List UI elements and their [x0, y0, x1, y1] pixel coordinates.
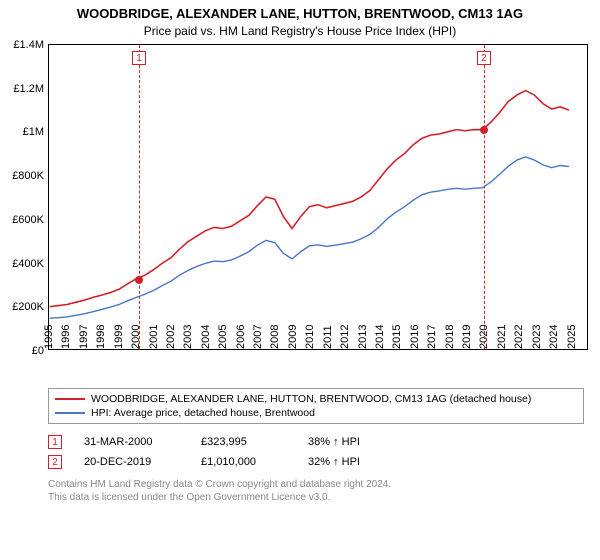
x-axis-tick-label: 2015 [391, 321, 403, 349]
y-axis-tick-label: £1M [23, 126, 49, 138]
footnote-price-2: £1,010,000 [201, 456, 286, 468]
x-axis-tick-label: 2005 [217, 321, 229, 349]
x-axis-tick-label: 2017 [426, 321, 438, 349]
series-paid [50, 91, 569, 307]
x-axis-tick-label: 2024 [548, 321, 560, 349]
marker-line-2 [484, 45, 485, 349]
x-axis-tick-label: 2023 [531, 321, 543, 349]
x-axis-tick-label: 2010 [304, 321, 316, 349]
y-axis-tick-label: £200K [12, 301, 49, 313]
y-axis-tick-label: £600K [12, 214, 49, 226]
footnote-delta-1: 38% ↑ HPI [308, 436, 360, 448]
footnote-2: 2 20-DEC-2019 £1,010,000 32% ↑ HPI [48, 452, 584, 472]
marker-badge-2: 2 [477, 51, 491, 65]
x-axis-tick-label: 2000 [130, 321, 142, 349]
y-axis-tick-label: £800K [12, 170, 49, 182]
legend-item-paid: WOODBRIDGE, ALEXANDER LANE, HUTTON, BREN… [55, 392, 577, 406]
x-axis-tick-label: 2007 [252, 321, 264, 349]
x-axis-tick-label: 2018 [444, 321, 456, 349]
x-axis-tick-label: 2001 [148, 321, 160, 349]
x-axis-tick-label: 1997 [78, 321, 90, 349]
marker-dot-2 [480, 126, 488, 134]
x-axis-tick-label: 2021 [496, 321, 508, 349]
chart-title: WOODBRIDGE, ALEXANDER LANE, HUTTON, BREN… [0, 0, 600, 21]
license-line-1: Contains HM Land Registry data © Crown c… [48, 478, 584, 491]
chart-svg [49, 45, 587, 349]
x-axis-tick-label: 1996 [60, 321, 72, 349]
footnote-date-2: 20-DEC-2019 [84, 456, 179, 468]
x-axis-tick-label: 1998 [95, 321, 107, 349]
x-axis-tick-label: 2013 [357, 321, 369, 349]
footnote-badge-2: 2 [48, 455, 62, 469]
license-text: Contains HM Land Registry data © Crown c… [48, 478, 584, 504]
marker-line-1 [139, 45, 140, 349]
footnote-1: 1 31-MAR-2000 £323,995 38% ↑ HPI [48, 432, 584, 452]
x-axis-tick-label: 2003 [182, 321, 194, 349]
y-axis-tick-label: £1.4M [13, 39, 49, 51]
footnote-delta-2: 32% ↑ HPI [308, 456, 360, 468]
footnote-badge-1: 1 [48, 435, 62, 449]
x-axis-tick-label: 2002 [165, 321, 177, 349]
x-axis-tick-label: 2022 [513, 321, 525, 349]
x-axis-tick-label: 2011 [322, 321, 334, 349]
x-axis-tick-label: 2006 [235, 321, 247, 349]
chart-subtitle: Price paid vs. HM Land Registry's House … [0, 21, 600, 44]
footnote-date-1: 31-MAR-2000 [84, 436, 179, 448]
x-axis-tick-label: 1999 [113, 321, 125, 349]
marker-badge-1: 1 [132, 51, 146, 65]
marker-dot-1 [135, 276, 143, 284]
legend-swatch-hpi [55, 412, 85, 414]
legend-label-paid: WOODBRIDGE, ALEXANDER LANE, HUTTON, BREN… [91, 393, 531, 405]
legend-item-hpi: HPI: Average price, detached house, Bren… [55, 406, 577, 420]
x-axis-tick-label: 2009 [287, 321, 299, 349]
x-axis-tick-label: 2016 [409, 321, 421, 349]
line-chart: £0£200K£400K£600K£800K£1M£1.2M£1.4M19951… [48, 44, 588, 350]
x-axis-tick-label: 2008 [269, 321, 281, 349]
x-axis-tick-label: 2012 [339, 321, 351, 349]
footnote-price-1: £323,995 [201, 436, 286, 448]
license-line-2: This data is licensed under the Open Gov… [48, 491, 584, 504]
x-axis-tick-label: 2025 [566, 321, 578, 349]
x-axis-tick-label: 2004 [200, 321, 212, 349]
x-axis-tick-label: 1995 [43, 321, 55, 349]
y-axis-tick-label: £1.2M [13, 83, 49, 95]
legend-label-hpi: HPI: Average price, detached house, Bren… [91, 407, 315, 419]
series-hpi [50, 157, 569, 318]
legend: WOODBRIDGE, ALEXANDER LANE, HUTTON, BREN… [48, 388, 584, 424]
x-axis-tick-label: 2014 [374, 321, 386, 349]
y-axis-tick-label: £400K [12, 258, 49, 270]
legend-swatch-paid [55, 398, 85, 400]
x-axis-tick-label: 2019 [461, 321, 473, 349]
footnotes: 1 31-MAR-2000 £323,995 38% ↑ HPI 2 20-DE… [48, 432, 584, 472]
